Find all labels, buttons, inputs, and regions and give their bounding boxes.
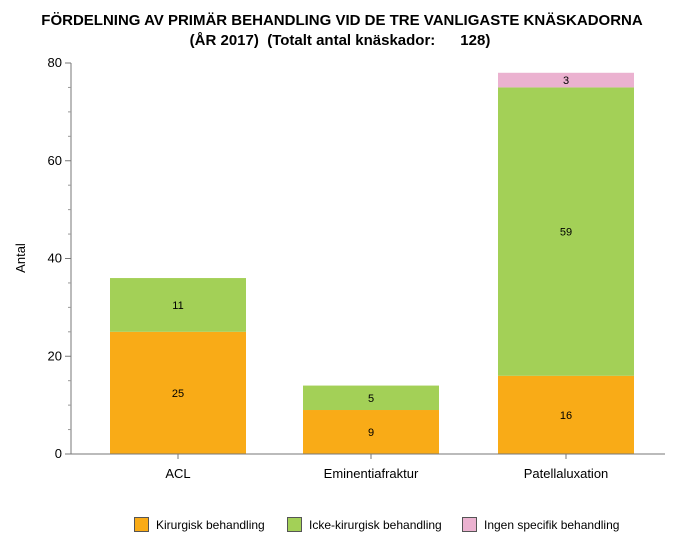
data-label: 5 (368, 393, 374, 405)
data-label: 59 (560, 227, 572, 239)
y-tick-label: 0 (55, 446, 62, 461)
y-axis-label: Antal (13, 243, 28, 273)
legend-swatch (134, 517, 149, 532)
bar-segment (303, 410, 439, 454)
bar-segment (110, 278, 246, 332)
bar-segment (498, 375, 634, 454)
legend-item-kirurgisk: Kirurgisk behandling (134, 517, 265, 532)
data-label: 16 (560, 410, 572, 422)
legend-label: Icke-kirurgisk behandling (309, 517, 442, 532)
x-tick-label: Eminentiafraktur (324, 466, 419, 481)
y-tick-label: 80 (48, 55, 62, 70)
x-tick-label: ACL (165, 466, 190, 481)
data-label: 25 (172, 388, 184, 400)
data-label: 11 (172, 300, 183, 312)
legend: Kirurgisk behandling Icke-kirurgisk beha… (0, 517, 684, 539)
bar-segment (303, 385, 439, 411)
bars-group: 25 11 9 5 16 59 3 (110, 72, 634, 454)
y-tick-label: 40 (48, 251, 62, 266)
data-label: 3 (563, 75, 569, 87)
y-tick-label: 20 (48, 348, 62, 363)
legend-swatch (462, 517, 477, 532)
bar-segment (498, 87, 634, 376)
chart-title: FÖRDELNING AV PRIMÄR BEHANDLING VID DE T… (41, 12, 643, 29)
legend-swatch (287, 517, 302, 532)
x-tick-label: Patellaluxation (524, 466, 609, 481)
legend-label: Kirurgisk behandling (156, 517, 265, 532)
legend-item-icke-kirurgisk: Icke-kirurgisk behandling (287, 517, 442, 532)
legend-label: Ingen specifik behandling (484, 517, 620, 532)
y-tick-label: 60 (48, 153, 62, 168)
bar-segment (110, 331, 246, 454)
chart-subtitle: (ÅR 2017) (Totalt antal knäskador: 128) (190, 32, 491, 49)
legend-item-ingen-specifik: Ingen specifik behandling (462, 517, 619, 532)
data-label: 9 (368, 427, 374, 439)
axes-group: 0 20 40 60 80 ACL Eminentiafraktur Patellaluxat… (48, 55, 665, 481)
bar-segment (498, 72, 634, 88)
